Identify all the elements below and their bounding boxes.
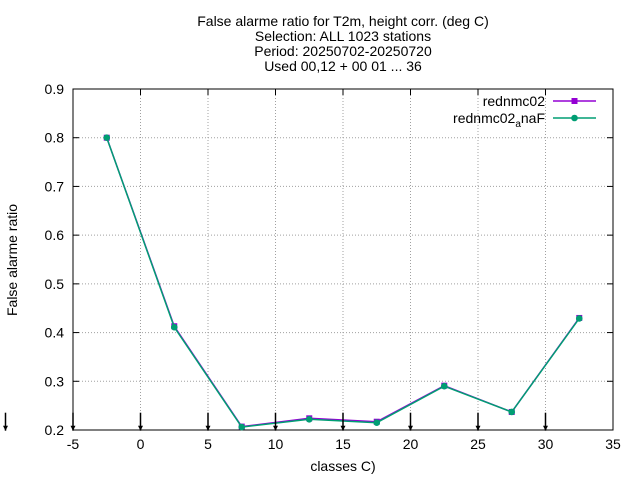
x-tick-label: 10	[268, 436, 284, 452]
data-point	[373, 419, 381, 426]
y-tick-label: 0.9	[45, 81, 65, 97]
legend-label: rednmc02anaF	[453, 110, 545, 130]
x-axis: -5 0 5 10 15 20 25 30 35	[67, 89, 621, 452]
series-2	[103, 134, 583, 431]
x-tick-label: 35	[605, 436, 621, 452]
legend-entry: rednmc02	[483, 93, 596, 109]
x-tick-label: 30	[538, 436, 554, 452]
data-point	[305, 415, 313, 423]
x-tick-label: -5	[67, 436, 80, 452]
x-tick-label: 15	[335, 436, 351, 452]
title-line: Selection: ALL 1023 stations	[255, 28, 431, 44]
count-markers	[3, 412, 548, 431]
title-line: Used 00,12 + 00 01 ... 36	[264, 58, 422, 74]
x-axis-label: classes C)	[310, 458, 375, 474]
data-point	[440, 382, 448, 390]
count-marker	[3, 412, 8, 431]
y-tick-label: 0.3	[45, 373, 65, 389]
x-tick-label: 5	[204, 436, 212, 452]
count-marker	[340, 412, 346, 431]
data-point	[508, 408, 516, 416]
y-axis: 0.2 0.3 0.4 0.5 0.6 0.7 0.8 0.9	[45, 81, 613, 438]
chart-title: False alarme ratio for T2m, height corr.…	[197, 13, 489, 74]
count-marker	[273, 412, 278, 431]
legend-entry: rednmc02anaF	[453, 110, 596, 130]
data-point	[575, 315, 583, 322]
series	[103, 134, 583, 431]
data-point	[170, 323, 178, 331]
x-tick-label: 0	[137, 436, 145, 452]
y-tick-label: 0.2	[45, 422, 65, 438]
data-point	[238, 423, 246, 431]
data-point	[103, 134, 111, 142]
count-marker	[205, 412, 211, 431]
y-tick-label: 0.4	[45, 325, 65, 341]
series-1	[103, 134, 583, 430]
y-tick-label: 0.8	[45, 130, 65, 146]
x-tick-label: 20	[403, 436, 419, 452]
x-tick-label: 25	[470, 436, 486, 452]
y-tick-label: 0.7	[45, 178, 65, 194]
grid	[73, 89, 613, 430]
count-marker	[138, 412, 143, 431]
y-tick-label: 0.5	[45, 276, 65, 292]
y-tick-label: 0.6	[45, 227, 65, 243]
y-axis-label: False alarme ratio	[4, 204, 20, 316]
title-line: False alarme ratio for T2m, height corr.…	[197, 13, 489, 29]
count-marker	[408, 412, 413, 431]
count-marker	[475, 412, 481, 431]
legend-label: rednmc02	[483, 93, 545, 109]
title-line: Period: 20250702-20250720	[254, 43, 432, 59]
count-marker	[70, 412, 76, 431]
count-marker	[543, 412, 548, 431]
